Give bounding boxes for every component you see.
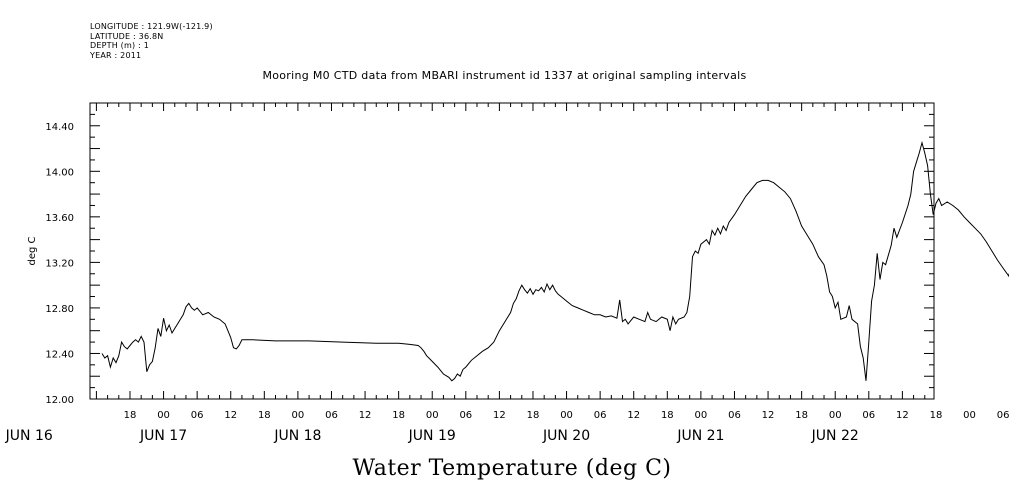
meta-latitude: LATITUDE : 36.8N (90, 31, 164, 41)
day-labels: JUN 16 JUN 17 JUN 18 JUN 19 JUN 20 JUN 21 JUN … (5, 428, 859, 444)
x-tick-label: 18 (930, 410, 943, 421)
y-axis-label: deg C (27, 236, 38, 265)
x-axis-title: Water Temperature (deg C) (353, 456, 672, 481)
axis-ticks (90, 102, 934, 400)
y-tick-labels: 12.00 12.40 12.80 13.20 13.60 14.00 14.40 (45, 122, 74, 406)
day-label: JUN 18 (273, 428, 321, 444)
x-tick-labels: 18 00 06 12 18 00 06 12 18 00 06 12 18 00 06 12 18 00 06 12… (124, 410, 1009, 421)
meta-year: YEAR : 2011 (90, 50, 142, 60)
series-line-water-temperature (101, 140, 1009, 382)
day-label: JUN 17 (139, 428, 187, 444)
x-tick-label: 00 (157, 410, 170, 421)
meta-longitude: LONGITUDE : 121.9W(-121.9) (90, 22, 213, 31)
day-label: JUN 22 (811, 428, 859, 444)
y-tick-label: 12.40 (45, 349, 74, 360)
x-tick-label: 18 (392, 410, 405, 421)
x-tick-label: 06 (325, 410, 338, 421)
x-tick-label: 12 (762, 410, 775, 421)
x-tick-label: 12 (896, 410, 909, 421)
x-tick-label: 06 (594, 410, 607, 421)
y-tick-label: 13.60 (45, 213, 74, 224)
y-tick-label: 12.00 (45, 395, 74, 406)
x-tick-label: 12 (224, 410, 237, 421)
x-tick-label: 06 (191, 410, 204, 421)
x-tick-label: 00 (695, 410, 708, 421)
metadata-block: LONGITUDE : 121.9W(-121.9) LATITUDE : 36… (90, 22, 213, 60)
x-tick-label: 06 (728, 410, 741, 421)
x-tick-label: 18 (124, 410, 137, 421)
x-tick-label: 00 (963, 410, 976, 421)
x-tick-label: 12 (493, 410, 506, 421)
x-tick-label: 12 (359, 410, 372, 421)
x-tick-label: 00 (426, 410, 439, 421)
y-tick-label: 14.40 (45, 122, 74, 133)
x-tick-label: 18 (661, 410, 674, 421)
x-tick-label: 18 (527, 410, 540, 421)
day-label: JUN 20 (542, 428, 590, 444)
day-label: JUN 19 (408, 428, 456, 444)
x-tick-label: 12 (627, 410, 640, 421)
x-tick-label: 00 (292, 410, 305, 421)
x-tick-label: 00 (560, 410, 573, 421)
plot-frame (89, 102, 935, 400)
meta-depth: DEPTH (m) : 1 (90, 41, 149, 50)
day-label: JUN 21 (676, 428, 724, 444)
x-tick-label: 00 (829, 410, 842, 421)
chart-title: Mooring M0 CTD data from MBARI instrumen… (262, 69, 747, 82)
x-tick-label: 06 (997, 410, 1009, 421)
x-tick-label: 18 (795, 410, 808, 421)
x-tick-label: 06 (862, 410, 875, 421)
day-label: JUN 16 (5, 428, 53, 444)
y-tick-label: 13.20 (45, 258, 74, 269)
x-tick-label: 06 (459, 410, 472, 421)
x-tick-label: 18 (258, 410, 271, 421)
y-tick-label: 14.00 (45, 167, 74, 178)
y-tick-label: 12.80 (45, 304, 74, 315)
